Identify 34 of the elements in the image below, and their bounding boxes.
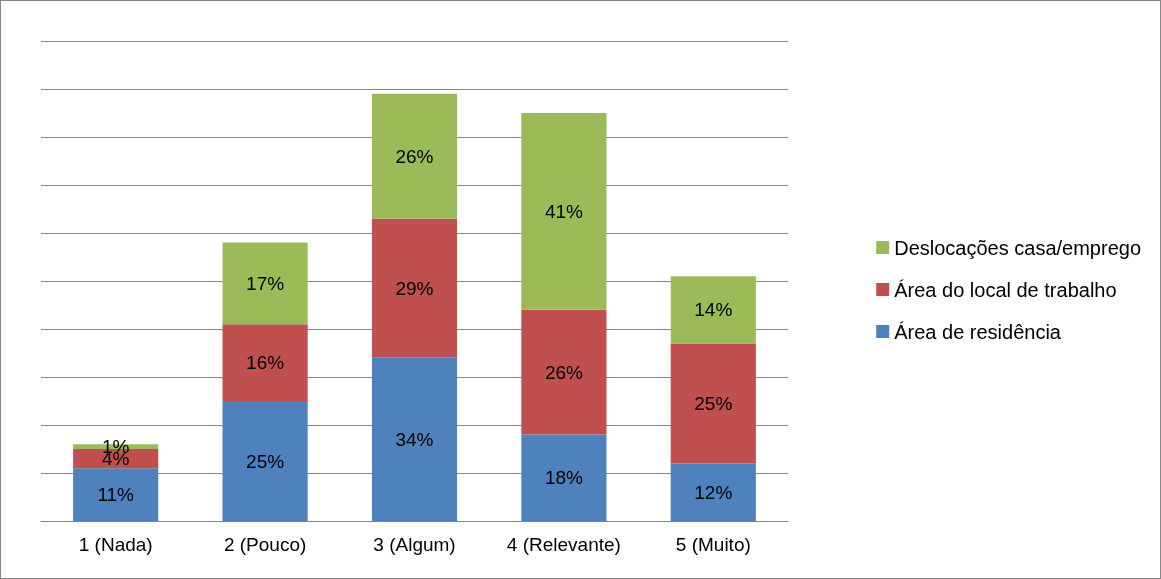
data-label: 26% xyxy=(395,145,434,167)
data-label: 17% xyxy=(246,272,285,294)
bar xyxy=(670,343,756,464)
data-label: 41% xyxy=(544,200,584,222)
x-tick-label: 3 (Algum) xyxy=(373,534,456,555)
legend-label: Deslocações casa/emprego xyxy=(894,236,1141,259)
bar xyxy=(73,468,159,521)
bar xyxy=(371,93,458,219)
bar xyxy=(371,357,458,521)
bar xyxy=(371,218,458,358)
bar xyxy=(222,242,308,325)
data-label: 25% xyxy=(246,450,285,472)
x-tick-label: 1 (Nada) xyxy=(78,534,153,555)
data-label: 18% xyxy=(544,467,584,489)
data-label: 14% xyxy=(694,299,733,321)
x-tick-label: 4 (Relevante) xyxy=(506,534,621,555)
bar xyxy=(670,276,756,344)
data-label: 34% xyxy=(395,428,434,450)
bar xyxy=(222,401,308,521)
x-tick-label: 2 (Pouco) xyxy=(223,534,307,555)
bar xyxy=(521,113,607,310)
data-label: 12% xyxy=(694,481,733,503)
data-label: 29% xyxy=(395,277,434,299)
bar xyxy=(670,463,756,521)
legend-label: Área de residência xyxy=(894,320,1062,343)
data-label: 25% xyxy=(694,392,733,414)
bar xyxy=(521,434,607,521)
data-label: 11% xyxy=(97,484,135,506)
bar xyxy=(222,324,308,401)
bar xyxy=(521,309,607,435)
data-label: 16% xyxy=(246,352,285,374)
data-label: 26% xyxy=(544,361,584,383)
x-tick-label: 5 (Muito) xyxy=(675,534,751,555)
legend-label: Área do local de trabalho xyxy=(894,278,1117,301)
